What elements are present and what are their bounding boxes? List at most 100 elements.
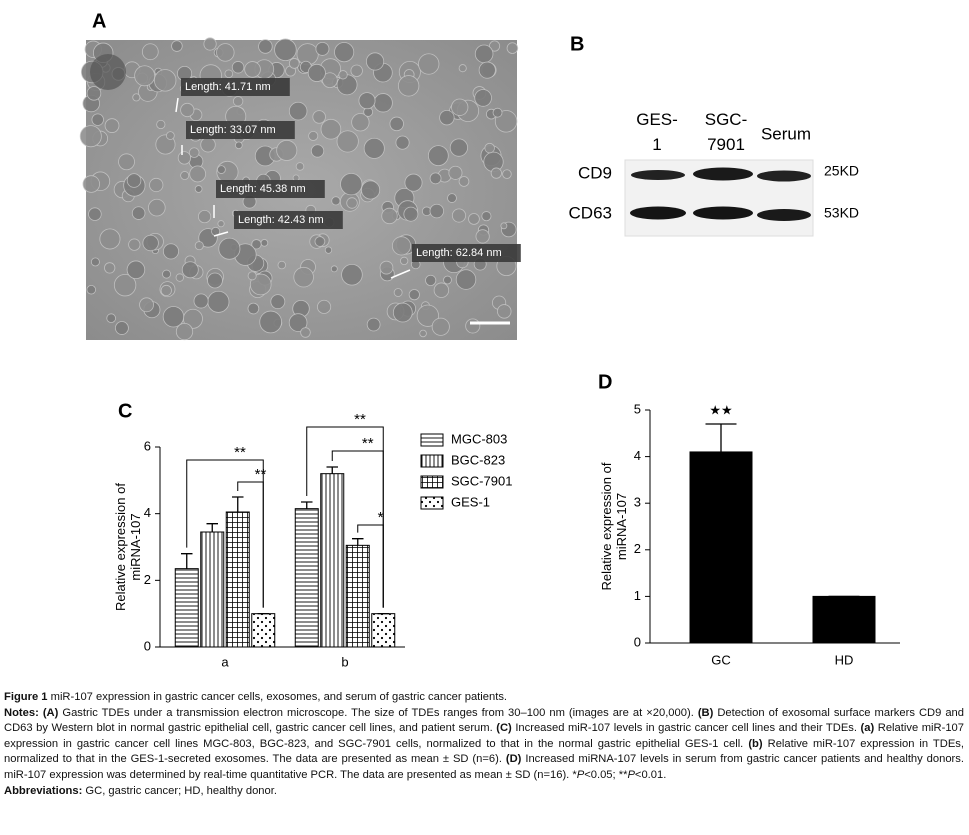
vesicle xyxy=(458,176,470,187)
vesicle xyxy=(336,130,359,153)
vesicle xyxy=(433,282,450,298)
vesicle xyxy=(429,203,445,219)
significance-label: * xyxy=(378,509,384,526)
vesicle xyxy=(447,193,457,203)
band xyxy=(757,170,811,182)
vesicle xyxy=(448,165,463,180)
vesicle xyxy=(162,306,185,328)
vesicle xyxy=(132,93,141,102)
legend-swatch xyxy=(420,433,444,447)
caption-text: GC, gastric cancer; HD, healthy donor. xyxy=(82,784,277,797)
vesicle xyxy=(391,236,412,256)
vesicle xyxy=(231,61,245,74)
dark-spot xyxy=(90,54,126,90)
vesicle xyxy=(403,206,419,222)
vesicle xyxy=(489,40,501,52)
vesicle xyxy=(481,211,492,222)
legend-swatch xyxy=(420,454,444,468)
vesicle xyxy=(141,43,159,61)
significance-label: ** xyxy=(362,435,374,452)
vesicle xyxy=(449,138,468,157)
vesicle xyxy=(113,273,137,297)
vesicle xyxy=(142,234,159,252)
y-axis-label-line: miRNA-107 xyxy=(128,513,143,580)
vesicle xyxy=(99,228,121,250)
bar xyxy=(225,511,250,648)
vesicle xyxy=(247,302,260,315)
vesicle xyxy=(293,266,314,288)
error-bar xyxy=(326,466,338,474)
vesicle xyxy=(232,96,244,107)
bar xyxy=(812,595,876,644)
size-label: 25KD xyxy=(824,163,859,179)
error-bar xyxy=(705,423,737,452)
vesicle xyxy=(126,173,142,188)
lane-label: Serum xyxy=(761,124,811,143)
vesicle xyxy=(197,209,212,224)
vesicle xyxy=(160,284,172,297)
vesicle xyxy=(217,165,226,174)
vesicle xyxy=(419,329,427,338)
vesicle xyxy=(331,196,341,206)
vesicle xyxy=(474,44,494,64)
vesicle xyxy=(366,317,381,332)
measure-box xyxy=(412,244,521,262)
error-bar xyxy=(206,523,218,532)
vesicle xyxy=(270,294,286,310)
vesicle xyxy=(475,229,490,244)
vesicle xyxy=(468,213,480,225)
vesicle xyxy=(90,257,100,267)
panel-letter: B xyxy=(570,33,584,55)
error-bar xyxy=(232,496,244,512)
bar xyxy=(689,451,753,644)
marker-label: CD63 xyxy=(569,203,612,222)
bar xyxy=(251,613,276,648)
x-tick-label: GC xyxy=(711,652,731,667)
measure-line xyxy=(213,231,229,237)
vesicle xyxy=(149,177,164,193)
band xyxy=(757,209,811,221)
y-tick-label: 4 xyxy=(634,448,641,463)
vesicle xyxy=(502,169,512,179)
error-bar xyxy=(352,538,364,546)
caption-paragraph: Notes: (A) Gastric TDEs under a transmis… xyxy=(4,706,964,784)
vesicle xyxy=(193,293,209,309)
vesicle xyxy=(217,220,225,228)
vesicle xyxy=(207,272,223,289)
panel-letter: C xyxy=(118,400,132,422)
vesicle xyxy=(114,321,129,335)
y-tick-label: 0 xyxy=(144,638,151,653)
legend-swatch xyxy=(420,475,444,489)
vesicle xyxy=(295,162,305,171)
caption-text: Increased miRNA-107 levels in serum from… xyxy=(4,753,964,781)
band xyxy=(630,206,686,220)
measure-box xyxy=(186,121,295,139)
vesicle xyxy=(277,260,287,270)
vesicle xyxy=(427,145,449,167)
vesicle xyxy=(351,113,370,132)
vesicle xyxy=(492,107,503,118)
vesicle xyxy=(207,290,230,313)
vesicle xyxy=(307,63,326,82)
vesicle xyxy=(341,263,363,286)
vesicle xyxy=(194,185,203,193)
vesicle xyxy=(312,110,326,124)
vesicle xyxy=(156,119,166,130)
caption-text: Relative miR-107 expression in TDEs, nor… xyxy=(4,737,965,766)
y-axis-label-line: Relative expression of xyxy=(599,462,614,590)
vesicle xyxy=(104,262,116,274)
vesicle xyxy=(400,256,409,266)
legend-label: MGC-803 xyxy=(451,431,507,446)
vesicle xyxy=(162,269,171,279)
bar xyxy=(345,544,370,648)
significance-label: ★★ xyxy=(709,402,732,417)
caption-text: Abbreviations: xyxy=(4,784,83,797)
caption-text: (a) xyxy=(860,722,875,735)
vesicle xyxy=(203,37,217,51)
vesicle xyxy=(314,236,326,247)
band xyxy=(693,206,753,220)
lane-label-line: 7901 xyxy=(707,135,745,154)
caption-text: miR-107 expression in gastric cancer cel… xyxy=(47,691,508,703)
lane-label-line: GES- xyxy=(636,110,678,129)
